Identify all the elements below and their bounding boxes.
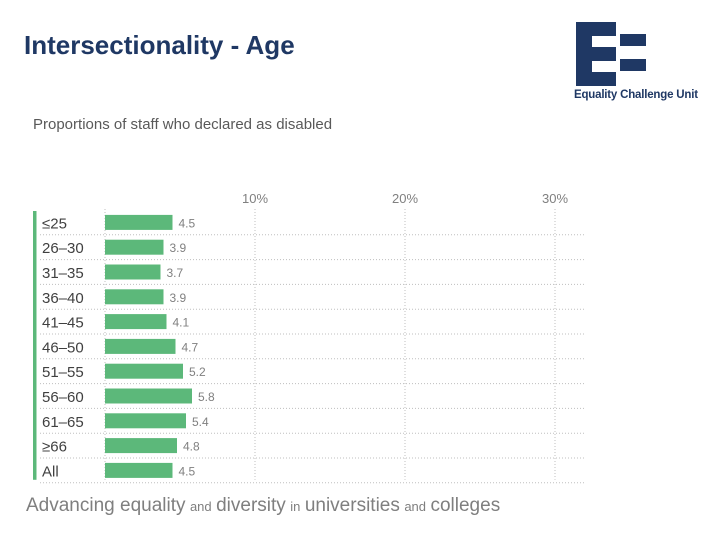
bar	[105, 413, 186, 429]
bar	[105, 214, 173, 230]
category-label: ≤25	[42, 215, 67, 232]
category-label: All	[42, 463, 59, 480]
footer-part-4: in	[290, 499, 301, 514]
bar	[105, 363, 183, 379]
bar-value-label: 4.7	[182, 340, 199, 354]
bar-value-label: 5.2	[189, 365, 206, 379]
bar-value-label: 3.7	[167, 266, 184, 280]
category-label: 31–35	[42, 265, 84, 282]
footer-tagline: Advancing equality and diversity in univ…	[26, 495, 500, 517]
category-label: 41–45	[42, 315, 84, 332]
category-label: ≥66	[42, 439, 67, 456]
bar	[105, 438, 177, 454]
bar	[105, 239, 164, 255]
bar-value-label: 4.1	[173, 316, 190, 330]
x-tick-label: 30%	[542, 191, 568, 206]
bar	[105, 314, 167, 330]
slide-title: Intersectionality - Age	[24, 30, 295, 60]
category-label: 51–55	[42, 364, 84, 381]
footer-part-3: diversity	[216, 495, 286, 516]
bar	[105, 289, 164, 305]
bar-value-label: 3.9	[170, 241, 187, 255]
bar	[105, 388, 192, 404]
bar-value-label: 3.9	[170, 291, 187, 305]
ecu-logo-icon	[576, 22, 646, 86]
footer-part-6: and	[404, 499, 427, 514]
x-tick-label: 10%	[242, 191, 268, 206]
category-label: 36–40	[42, 290, 84, 307]
bar	[105, 264, 161, 280]
x-tick-label: 20%	[392, 191, 418, 206]
bar-value-label: 4.5	[179, 464, 196, 478]
bar-value-label: 4.8	[183, 440, 200, 454]
category-label: 46–50	[42, 339, 84, 356]
category-accent-line	[33, 211, 37, 480]
category-label: 26–30	[42, 240, 84, 257]
footer-part-5: universities	[304, 495, 400, 516]
logo-text: Equality Challenge Unit	[574, 89, 698, 101]
category-label: 56–60	[42, 389, 84, 406]
category-label: 61–65	[42, 414, 84, 431]
bar	[105, 338, 176, 354]
ecu-logo: Equality Challenge Unit	[572, 22, 700, 106]
bar-value-label: 5.4	[192, 415, 209, 429]
bar	[105, 462, 173, 478]
bar-value-label: 4.5	[179, 216, 196, 230]
footer-part-1: Advancing equality	[26, 495, 186, 516]
bar-value-label: 5.8	[198, 390, 215, 404]
footer-part-7: colleges	[430, 495, 501, 516]
footer-part-2: and	[189, 499, 212, 514]
chart-title: Proportions of staff who declared as dis…	[33, 116, 333, 133]
